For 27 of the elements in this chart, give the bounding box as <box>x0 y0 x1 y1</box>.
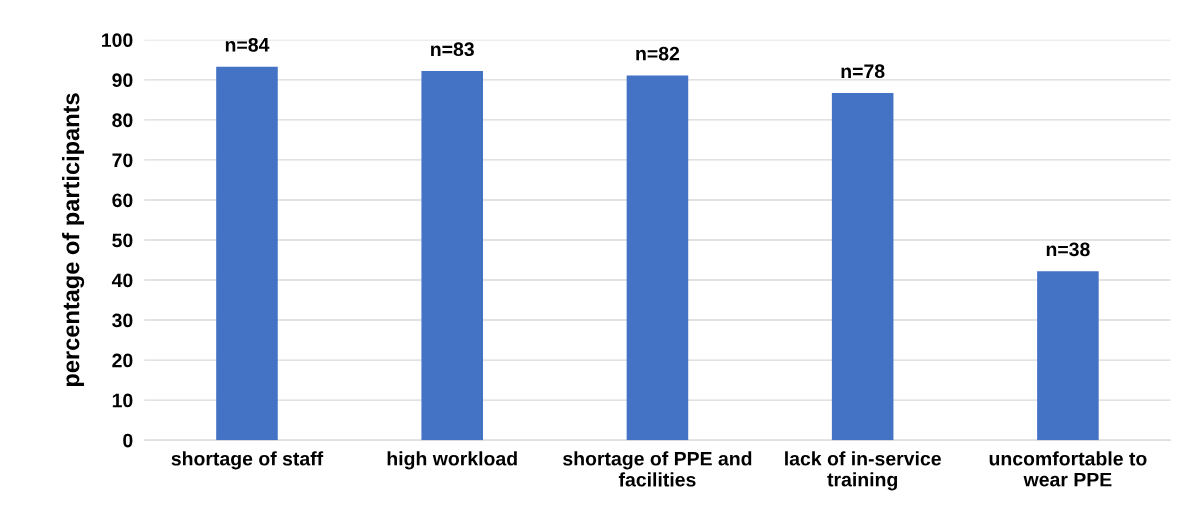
y-tick-label: 10 <box>112 393 133 408</box>
annotation: n=84 <box>225 37 270 52</box>
y-tick-label: 80 <box>112 113 133 128</box>
x-tick-label: shortage of PPE and facilities <box>563 451 752 487</box>
annotation: n=83 <box>431 42 474 57</box>
annotation: n=78 <box>841 64 885 79</box>
x-tick-label: lack of in-service training <box>785 451 941 491</box>
y-tick-label: 20 <box>112 353 133 368</box>
y-tick-label: 100 <box>102 33 133 48</box>
x-tick-label: uncomfortable to wear PPE <box>989 451 1147 487</box>
y-tick-label: 50 <box>112 233 133 248</box>
bar <box>1037 271 1099 441</box>
bar <box>216 66 278 441</box>
x-tick-label: high workload <box>387 451 517 470</box>
y-tick-label: 60 <box>112 193 133 208</box>
x-tick-label: shortage of staff <box>171 451 324 470</box>
bar <box>831 93 894 441</box>
bar <box>626 75 689 441</box>
y-tick-label: 90 <box>112 73 133 88</box>
annotation: n=38 <box>1046 242 1090 257</box>
y-axis-title: percentage of participants <box>62 93 85 387</box>
bar <box>421 71 483 441</box>
y-tick-label: 30 <box>112 313 133 328</box>
y-tick-label: 70 <box>112 153 133 168</box>
y-tick-label: 40 <box>111 273 133 288</box>
y-tick-label: 0 <box>123 433 133 448</box>
annotation: n=82 <box>636 46 680 61</box>
